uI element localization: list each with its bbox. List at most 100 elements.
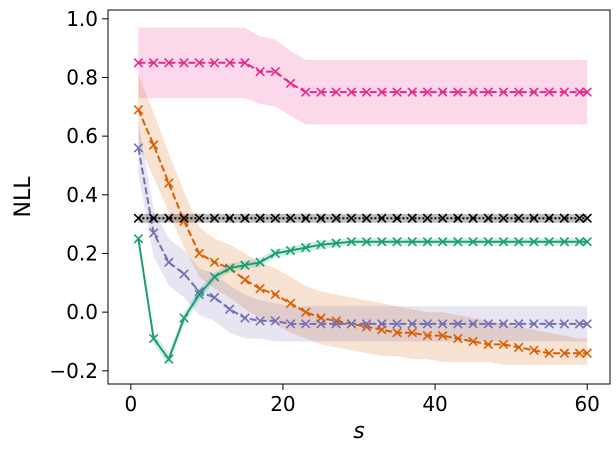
point-black bbox=[529, 213, 539, 224]
point-green bbox=[559, 236, 570, 247]
point-green bbox=[194, 289, 205, 300]
point-orange bbox=[559, 348, 570, 358]
point-orange bbox=[300, 307, 311, 317]
point-green bbox=[422, 236, 433, 247]
point-pink bbox=[559, 87, 570, 97]
point-orange bbox=[133, 104, 144, 115]
point-purple bbox=[468, 319, 478, 329]
point-pink bbox=[346, 87, 357, 97]
point-green bbox=[407, 236, 418, 247]
point-pink bbox=[240, 58, 250, 68]
point-purple bbox=[483, 319, 494, 329]
x-tick-label: 0 bbox=[124, 392, 137, 416]
point-black bbox=[513, 213, 524, 224]
point-green bbox=[346, 236, 357, 247]
point-green bbox=[483, 236, 494, 247]
y-tick-label: 0.2 bbox=[66, 241, 98, 265]
point-black bbox=[270, 213, 281, 224]
point-black bbox=[209, 213, 220, 224]
point-black bbox=[164, 213, 174, 224]
point-green bbox=[361, 236, 372, 247]
point-purple bbox=[574, 319, 585, 329]
point-green bbox=[285, 245, 296, 256]
point-purple bbox=[392, 319, 402, 329]
point-purple bbox=[255, 316, 265, 326]
point-green bbox=[574, 236, 585, 247]
point-pink bbox=[164, 58, 174, 68]
plot-area bbox=[133, 27, 592, 365]
point-purple bbox=[377, 319, 387, 329]
point-orange bbox=[422, 330, 433, 341]
point-pink bbox=[407, 87, 418, 97]
point-orange bbox=[407, 327, 418, 338]
point-purple bbox=[316, 319, 326, 329]
point-green bbox=[224, 263, 235, 273]
point-pink bbox=[483, 87, 494, 97]
point-orange bbox=[164, 178, 174, 188]
x-axis-label: s bbox=[353, 419, 364, 444]
point-green bbox=[392, 236, 402, 247]
point-black bbox=[316, 213, 326, 224]
y-tick-label: −0.2 bbox=[49, 359, 98, 383]
point-purple bbox=[270, 316, 281, 326]
point-orange bbox=[498, 339, 509, 350]
point-purple bbox=[331, 319, 341, 329]
point-purple bbox=[224, 304, 235, 314]
point-pink bbox=[437, 87, 448, 97]
y-axis-label: NLL bbox=[11, 176, 36, 218]
point-purple bbox=[582, 319, 592, 329]
point-pink bbox=[316, 87, 326, 97]
point-black bbox=[407, 213, 418, 224]
point-pink bbox=[453, 87, 463, 97]
point-orange bbox=[194, 248, 205, 259]
point-purple bbox=[300, 319, 311, 329]
y-tick-label: 1.0 bbox=[66, 7, 98, 31]
point-black bbox=[194, 213, 205, 224]
band-green bbox=[138, 232, 588, 365]
point-green bbox=[240, 260, 250, 270]
point-black bbox=[361, 213, 372, 224]
point-green bbox=[179, 313, 189, 323]
point-orange bbox=[148, 140, 159, 150]
point-green bbox=[270, 248, 281, 259]
point-pink bbox=[179, 58, 189, 68]
point-orange bbox=[529, 345, 539, 356]
point-purple bbox=[209, 292, 220, 303]
point-black bbox=[240, 213, 250, 224]
point-green bbox=[453, 236, 463, 247]
point-black bbox=[133, 213, 144, 224]
point-orange bbox=[392, 327, 402, 338]
point-black bbox=[544, 213, 554, 224]
point-pink bbox=[544, 87, 554, 97]
axes-frame bbox=[107, 9, 611, 385]
ticks: 0 20 40 60 −0.2 0.0 0.2 0.4 0.6 0.8 1.0 bbox=[49, 7, 599, 416]
point-pink bbox=[529, 87, 539, 97]
point-purple bbox=[544, 319, 554, 329]
point-purple bbox=[498, 319, 509, 329]
point-orange bbox=[513, 342, 524, 353]
point-pink bbox=[498, 87, 509, 97]
point-black bbox=[498, 213, 509, 224]
point-green bbox=[164, 354, 174, 364]
point-purple bbox=[453, 319, 463, 329]
point-black bbox=[179, 213, 189, 224]
point-pink bbox=[513, 87, 524, 97]
point-purple bbox=[148, 228, 159, 238]
point-orange bbox=[209, 257, 220, 268]
point-purple bbox=[559, 319, 570, 329]
point-orange bbox=[468, 336, 478, 347]
point-black bbox=[437, 213, 448, 224]
point-pink bbox=[574, 87, 585, 97]
point-black bbox=[392, 213, 402, 224]
point-black bbox=[346, 213, 357, 224]
y-tick-label: 0.0 bbox=[66, 300, 98, 324]
point-green bbox=[255, 257, 265, 268]
point-purple bbox=[194, 286, 205, 297]
point-pink bbox=[468, 87, 478, 97]
point-purple bbox=[361, 319, 372, 329]
point-purple bbox=[437, 319, 448, 329]
point-green bbox=[209, 272, 220, 282]
point-green bbox=[498, 236, 509, 247]
point-purple bbox=[133, 143, 144, 153]
point-pink bbox=[133, 58, 144, 68]
